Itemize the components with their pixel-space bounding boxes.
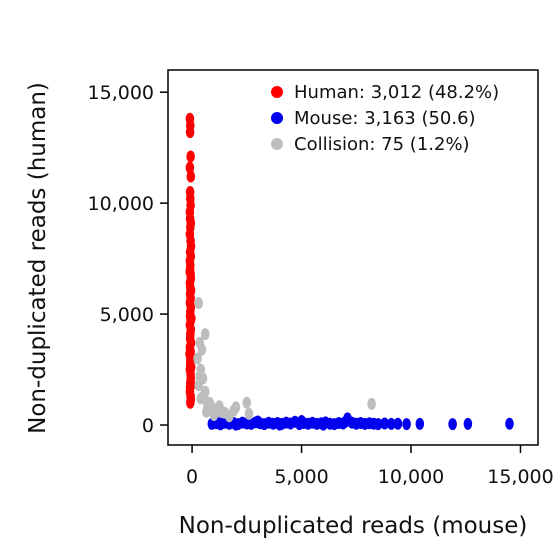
y-axis-title: Non-duplicated reads (human) [25, 82, 51, 434]
data-point [505, 417, 514, 430]
series-1 [207, 412, 514, 431]
legend-marker [271, 138, 283, 150]
data-point [244, 407, 254, 420]
data-point [186, 361, 196, 374]
x-tick-label: 10,000 [378, 466, 444, 488]
y-tick-label: 10,000 [88, 193, 154, 215]
y-tick-label: 5,000 [100, 304, 154, 326]
x-tick-label: 0 [186, 466, 198, 488]
data-point [402, 418, 411, 431]
data-point [380, 417, 390, 430]
data-point [319, 418, 328, 431]
data-point [197, 343, 207, 356]
data-point [448, 418, 457, 431]
y-tick-label: 0 [142, 415, 154, 437]
data-point [202, 405, 211, 418]
data-point [253, 415, 263, 428]
data-point [242, 396, 252, 409]
data-point [387, 417, 396, 430]
x-axis-ticks: 0 5,000 10,000 15,000 [186, 445, 554, 488]
data-point [186, 170, 196, 183]
data-point [367, 397, 376, 410]
data-point [205, 396, 214, 409]
data-point [275, 418, 285, 431]
data-point [231, 418, 241, 431]
x-axis-title: Non-duplicated reads (mouse) [179, 513, 528, 539]
data-point [415, 417, 425, 430]
y-tick-label: 15,000 [88, 82, 154, 104]
data-point [341, 415, 350, 428]
series-0 [185, 112, 196, 409]
data-point [393, 417, 403, 430]
legend-marker [271, 86, 283, 98]
legend-label: Collision: 75 (1.2%) [294, 134, 470, 155]
data-point [186, 379, 196, 392]
data-point [463, 417, 473, 430]
points-layer [185, 112, 514, 431]
data-point [199, 389, 209, 402]
legend-marker [271, 112, 283, 124]
series-2 [193, 297, 376, 423]
data-point [297, 415, 306, 427]
data-point [215, 400, 224, 413]
data-point [229, 404, 238, 417]
data-point [185, 348, 194, 360]
x-tick-label: 5,000 [274, 466, 328, 488]
data-point [194, 297, 203, 309]
legend-label: Human: 3,012 (48.2%) [294, 82, 499, 103]
plot-frame [167, 69, 539, 446]
data-point [194, 379, 203, 392]
x-tick-label: 15,000 [487, 466, 553, 488]
legend-label: Mouse: 3,163 (50.6) [294, 108, 476, 129]
data-point [193, 352, 202, 365]
data-point [185, 265, 194, 278]
data-point [195, 370, 204, 383]
data-point [209, 409, 219, 421]
data-point [185, 126, 195, 139]
data-point [186, 150, 195, 163]
data-point [187, 312, 196, 325]
y-axis-ticks: 0 5,000 10,000 15,000 [88, 82, 168, 437]
data-point [200, 328, 210, 341]
data-point [186, 396, 195, 409]
data-point [373, 418, 383, 431]
legend: Human: 3,012 (48.2%) Mouse: 3,163 (50.6) C… [271, 82, 499, 155]
data-point [185, 161, 195, 174]
